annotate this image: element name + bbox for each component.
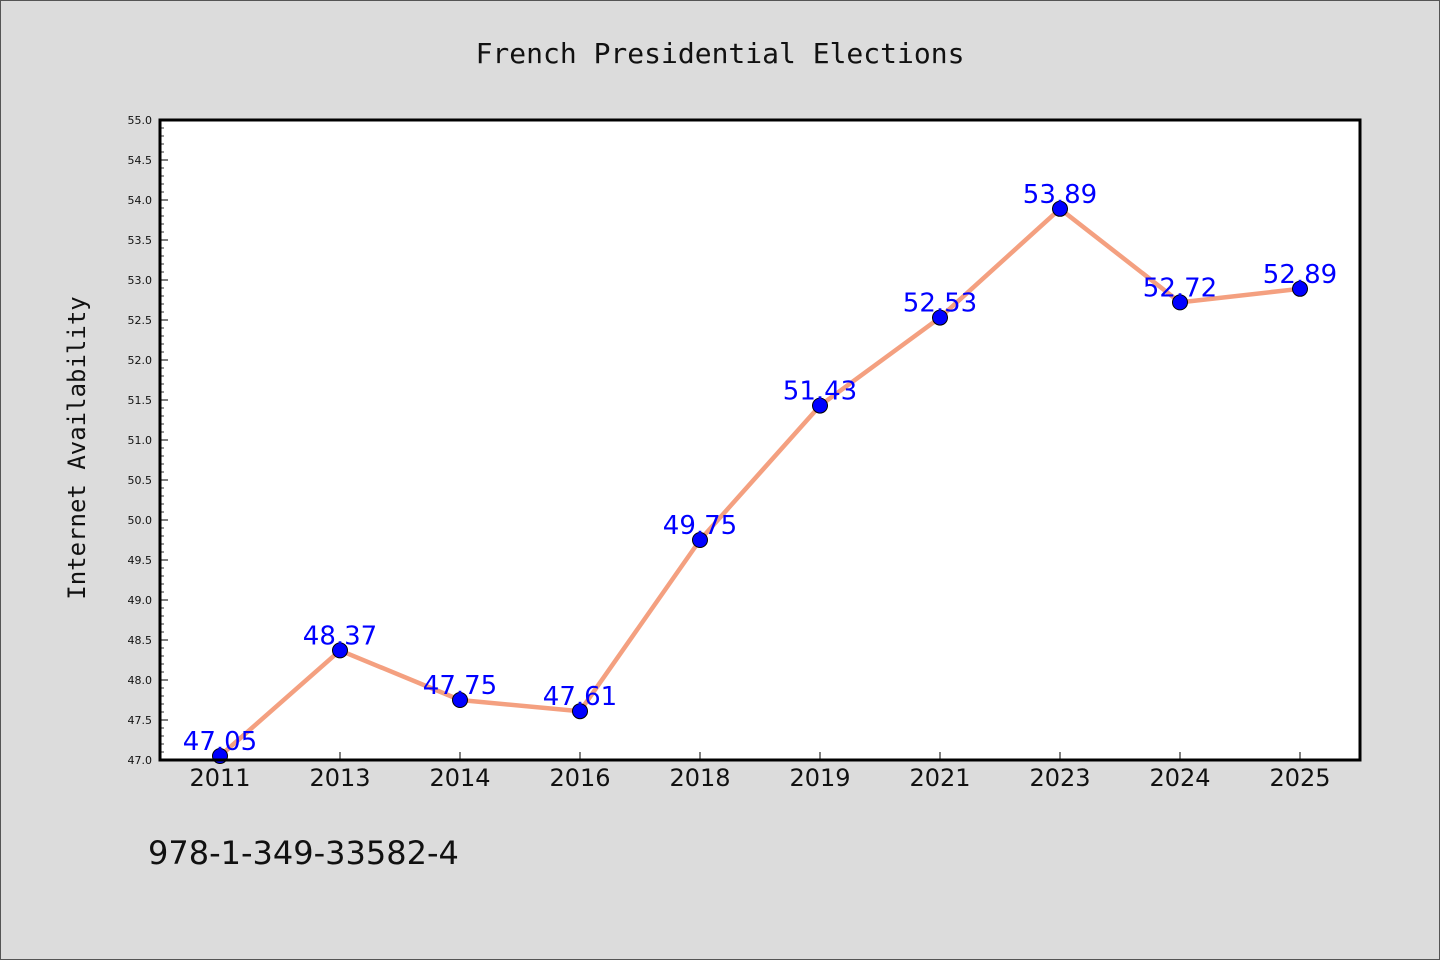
chart-title: French Presidential Elections [476, 37, 965, 70]
y-axis-label: Internet Availability [63, 296, 91, 599]
data-label-2018: 49.75 [663, 511, 737, 541]
y-tick-label: 54.5 [128, 154, 153, 167]
data-point-2023 [1052, 200, 1068, 217]
x-tick-label: 2011 [189, 764, 250, 792]
x-tick-label: 2021 [909, 764, 970, 792]
data-label-2023: 53.89 [1023, 180, 1097, 210]
y-tick-label: 50.0 [128, 514, 153, 527]
plot-area [160, 120, 1360, 760]
data-point-2025 [1292, 280, 1308, 297]
x-axis: 2011 2013 2014 2016 2018 2019 2021 2023 2024 2025 [189, 752, 1331, 792]
data-label-2014: 47.75 [423, 671, 497, 701]
x-tick-label: 2014 [429, 764, 490, 792]
y-tick-label: 51.0 [128, 434, 153, 447]
y-tick-label: 52.0 [128, 354, 153, 367]
y-tick-label: 49.0 [128, 594, 153, 607]
x-tick-label: 2024 [1149, 764, 1210, 792]
series-line [218, 206, 1301, 758]
y-tick-label: 50.5 [128, 474, 153, 487]
y-tick-label: 47.5 [128, 714, 153, 727]
plot-frame [158, 118, 1362, 762]
data-label-2025: 52.89 [1263, 260, 1337, 290]
data-point-2013 [332, 642, 348, 659]
y-tick-label: 55.0 [128, 114, 153, 127]
series-line-group [212, 200, 1308, 764]
x-tick-label: 2023 [1029, 764, 1090, 792]
data-point-2014 [452, 692, 468, 708]
y-tick-label: 52.5 [128, 314, 153, 327]
data-label-2016: 47.61 [543, 682, 617, 712]
data-label-2011: 47.05 [183, 727, 257, 757]
data-point-2019 [812, 397, 828, 414]
y-tick-label: 54.0 [128, 194, 153, 207]
y-tick-label: 47.0 [128, 754, 153, 767]
data-point-2024 [1172, 294, 1188, 311]
y-tick-label: 53.0 [128, 274, 153, 287]
y-tick-label: 53.5 [128, 234, 153, 247]
y-axis: 47.0 47.5 48.0 48.5 49.0 49.5 50.0 50.5 51.0 51.5… [128, 114, 168, 767]
x-tick-label: 2016 [549, 764, 610, 792]
y-tick-label: 48.0 [128, 674, 153, 687]
footnote: 978-1-349-33582-4 [148, 834, 459, 872]
data-point-2018 [692, 532, 708, 548]
y-tick-label: 51.5 [128, 394, 153, 407]
data-labels: 47.05 48.37 47.75 47.61 49.75 51.43 52.53 53.89… [183, 180, 1337, 757]
data-point-2021 [932, 309, 948, 326]
data-point-2016 [572, 703, 588, 720]
data-label-2013: 48.37 [303, 621, 377, 651]
x-tick-label: 2013 [309, 764, 370, 792]
x-tick-label: 2025 [1269, 764, 1330, 792]
y-tick-label: 48.5 [128, 634, 153, 647]
x-tick-label: 2019 [789, 764, 850, 792]
data-label-2019: 51.43 [783, 377, 857, 407]
data-label-2024: 52.72 [1143, 273, 1217, 303]
x-tick-label: 2018 [669, 764, 730, 792]
y-tick-label: 49.5 [128, 554, 153, 567]
data-label-2021: 52.53 [903, 289, 977, 319]
